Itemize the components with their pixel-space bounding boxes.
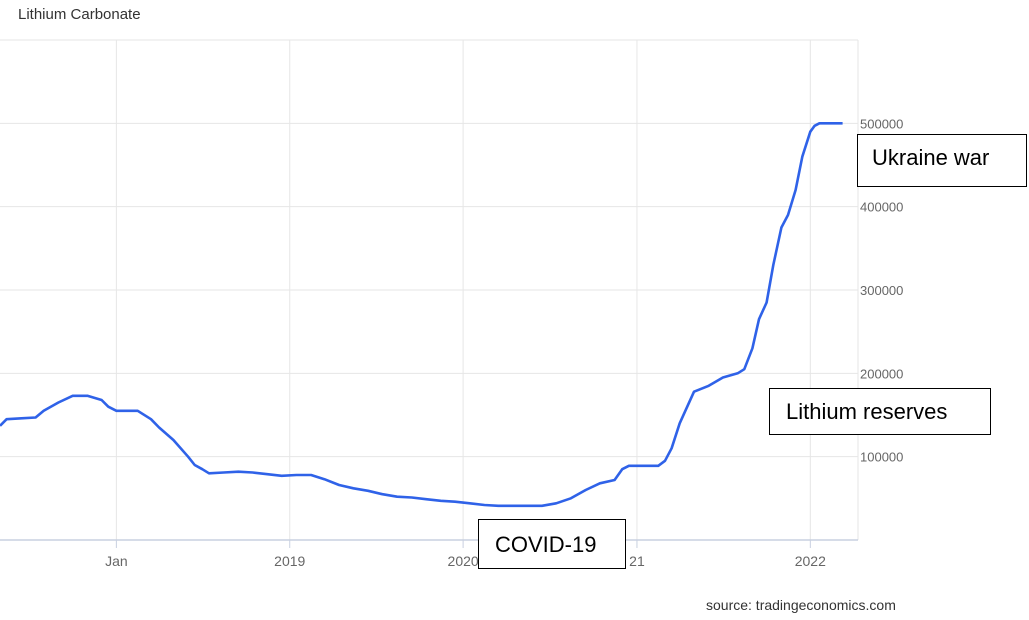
y-tick-label: 300000 xyxy=(860,283,903,298)
x-tick-label: 2022 xyxy=(795,553,826,569)
x-tick-label: 2019 xyxy=(274,553,305,569)
annotation-lithium-reserves: Lithium reserves xyxy=(769,388,991,435)
axes xyxy=(0,539,858,548)
y-tick-label: 500000 xyxy=(860,116,903,131)
annotation-covid-19: COVID-19 xyxy=(478,519,626,569)
x-tick-label: Jan xyxy=(105,553,128,569)
x-tick-label: 2020 xyxy=(448,553,479,569)
x-tick-label: 21 xyxy=(629,553,645,569)
tick-labels: Jan 2019 2020 21 2022 100000 200000 300000 40000… xyxy=(105,116,903,569)
y-tick-label: 200000 xyxy=(860,366,903,381)
y-tick-label: 400000 xyxy=(860,200,903,215)
source-credit: source: tradingeconomics.com xyxy=(706,597,896,613)
y-tick-label: 100000 xyxy=(860,450,903,465)
annotation-ukraine-war: Ukraine war xyxy=(857,134,1027,187)
grid-lines xyxy=(0,39,859,540)
chart-title: Lithium Carbonate xyxy=(18,6,141,23)
series-line xyxy=(0,122,843,508)
